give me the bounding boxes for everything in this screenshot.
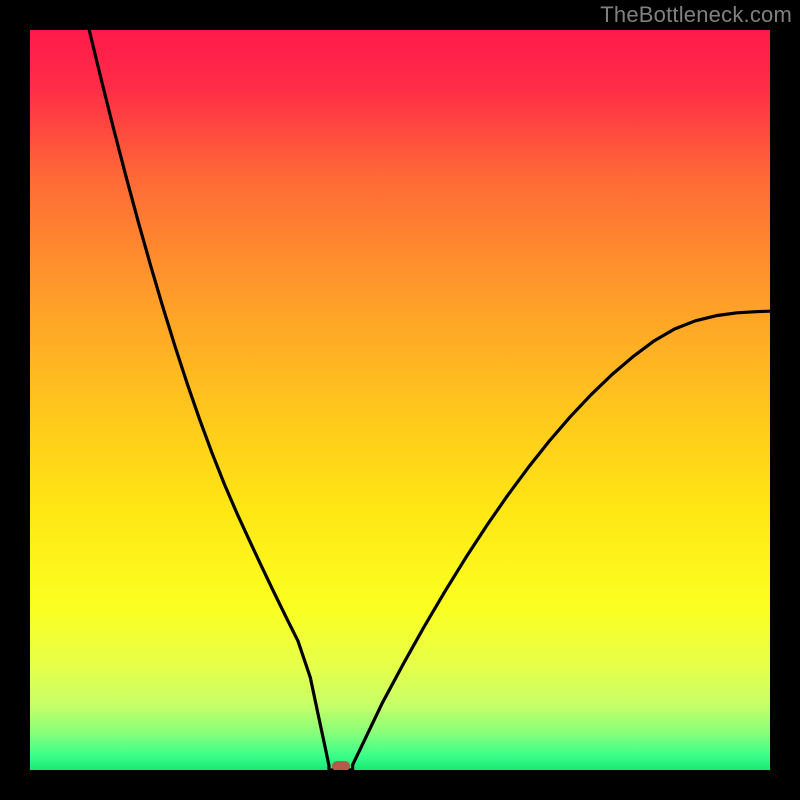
watermark-text: TheBottleneck.com [600, 2, 792, 28]
plot-area [30, 30, 770, 770]
optimum-marker [332, 761, 350, 770]
bottleneck-curve [30, 30, 770, 770]
